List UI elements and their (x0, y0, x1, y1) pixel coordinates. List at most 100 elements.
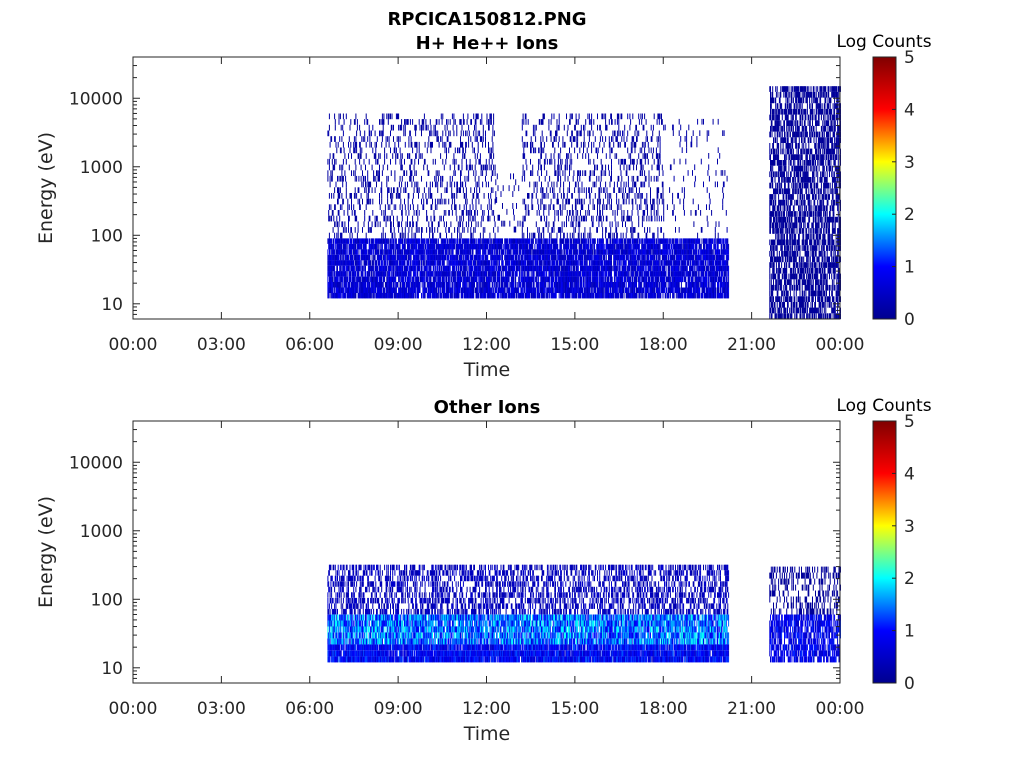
heatmap-cell (328, 276, 330, 283)
heatmap-cell (353, 282, 355, 288)
heatmap-cell (492, 249, 494, 255)
heatmap-cell (396, 260, 398, 266)
heatmap-cell (449, 243, 451, 250)
heatmap-cell (423, 260, 425, 266)
heatmap-cell (709, 276, 711, 283)
heatmap-cell (589, 238, 591, 244)
heatmap-cell (677, 292, 679, 299)
heatmap-cell (456, 238, 458, 244)
heatmap-cell (521, 276, 523, 283)
heatmap-cell (641, 260, 643, 266)
heatmap-cell (626, 243, 628, 250)
heatmap-cell (464, 254, 466, 261)
heatmap-cell (337, 271, 339, 277)
heatmap-cell (675, 260, 677, 266)
heatmap-cell (442, 243, 444, 250)
heatmap-cell (654, 254, 656, 261)
heatmap-cell (711, 292, 713, 299)
heatmap-cell (493, 287, 495, 293)
heatmap-cell (694, 287, 696, 293)
heatmap-cell (661, 287, 662, 293)
heatmap-cell (508, 260, 510, 266)
heatmap-cell (547, 265, 549, 272)
heatmap-cell (698, 265, 700, 272)
heatmap-cell (443, 265, 444, 272)
heatmap-cell (597, 265, 598, 272)
heatmap-cell (332, 249, 334, 255)
heatmap-cell (393, 265, 394, 272)
heatmap-cell (343, 287, 345, 293)
heatmap-cell (408, 292, 410, 299)
heatmap-cell (550, 238, 552, 244)
heatmap-cell (361, 243, 363, 250)
heatmap-cell (560, 292, 562, 299)
heatmap-cell (689, 265, 691, 272)
heatmap-cell (418, 238, 420, 244)
heatmap-cell (589, 265, 591, 272)
heatmap-cell (357, 265, 359, 272)
heatmap-cell (517, 243, 519, 250)
heatmap-cell (387, 287, 389, 293)
heatmap-cell (570, 260, 572, 266)
heatmap-cell (593, 265, 595, 272)
heatmap-cell (454, 265, 456, 272)
heatmap-cell (387, 254, 389, 261)
heatmap-cell (557, 260, 559, 266)
heatmap-cell (432, 282, 434, 288)
heatmap-cell (341, 287, 343, 293)
heatmap-cell (464, 249, 466, 255)
heatmap-cell (448, 238, 450, 244)
heatmap-cell (345, 287, 347, 293)
heatmap-cell (371, 265, 373, 272)
heatmap-cell (340, 276, 342, 283)
heatmap-cell (518, 243, 520, 250)
heatmap-cell (404, 292, 406, 299)
heatmap-cell (381, 265, 383, 272)
heatmap-cell (328, 282, 330, 288)
heatmap-cell (512, 260, 514, 266)
heatmap-cell (644, 249, 646, 255)
heatmap-cell (560, 260, 562, 266)
heatmap-cell (376, 292, 377, 299)
heatmap-cell (630, 271, 632, 277)
heatmap-cell (335, 249, 337, 255)
heatmap-cell (627, 292, 629, 299)
heatmap-cell (592, 276, 594, 283)
heatmap-cell (652, 254, 654, 261)
heatmap-cell (687, 282, 689, 288)
heatmap-cell (602, 287, 604, 293)
heatmap-cell (348, 282, 350, 288)
heatmap-cell (510, 243, 512, 250)
heatmap-cell (476, 254, 478, 261)
heatmap-cell (668, 271, 670, 277)
heatmap-cell (524, 292, 526, 299)
heatmap-cell (563, 254, 565, 261)
heatmap-cell (462, 254, 464, 261)
heatmap-cell (552, 282, 553, 288)
heatmap-cell (714, 265, 716, 272)
heatmap-cell (490, 287, 492, 293)
heatmap-cell (690, 238, 692, 244)
heatmap-cell (607, 238, 609, 244)
heatmap-cell (429, 287, 431, 293)
heatmap-cell (479, 254, 481, 261)
heatmap-cell (343, 249, 345, 255)
heatmap-cell (342, 238, 344, 244)
heatmap-cell (390, 254, 391, 261)
heatmap-cell (449, 292, 451, 299)
heatmap-cell (470, 292, 472, 299)
heatmap-cell (600, 260, 602, 266)
heatmap-cell (507, 243, 509, 250)
heatmap-cell (626, 265, 628, 272)
heatmap-cell (397, 254, 399, 261)
heatmap-cell (528, 271, 530, 277)
heatmap-cell (525, 292, 527, 299)
heatmap-cell (539, 265, 541, 272)
heatmap-cell (557, 265, 559, 272)
heatmap-cell (438, 282, 440, 288)
heatmap-cell (524, 260, 526, 266)
heatmap-cell (641, 238, 643, 244)
heatmap-cell (672, 243, 674, 250)
heatmap-cell (524, 254, 526, 261)
heatmap-cell (441, 238, 443, 244)
